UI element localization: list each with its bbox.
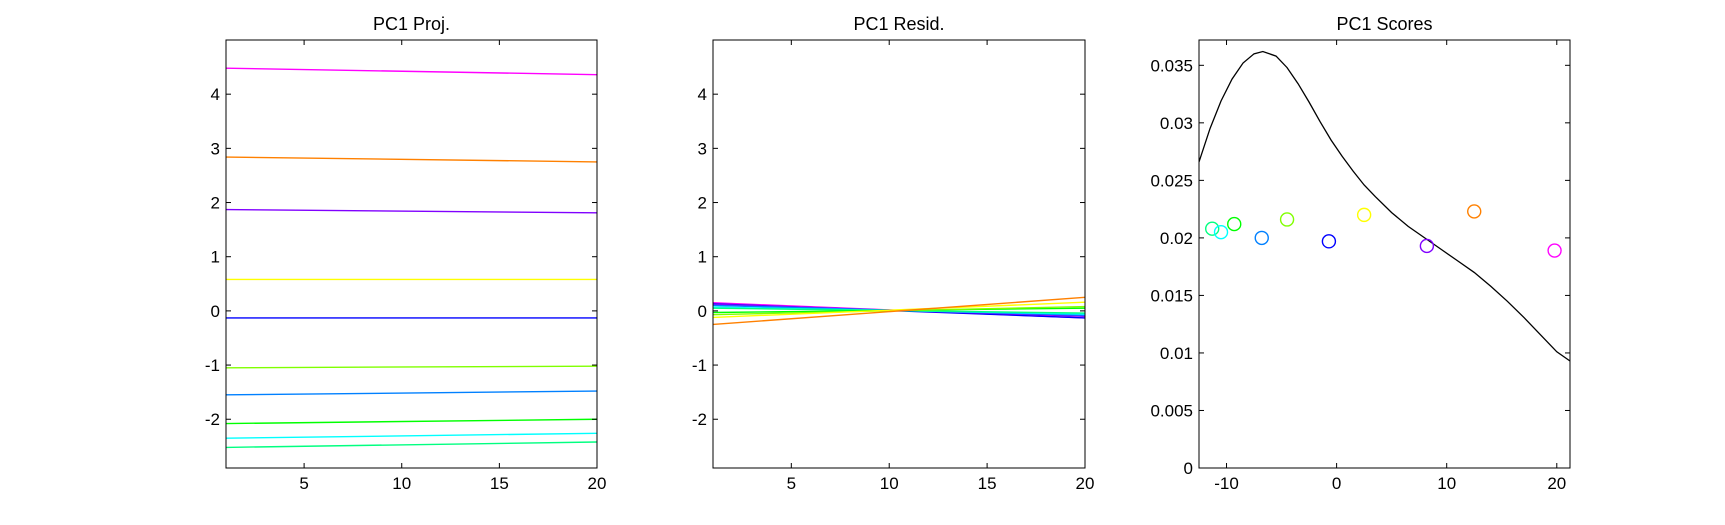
x-tick-label: 20	[1547, 474, 1566, 493]
score-point-7	[1356, 207, 1372, 223]
x-tick-label: 0	[1332, 474, 1341, 493]
axes-box	[1198, 39, 1571, 469]
score-point-6	[1321, 234, 1337, 249]
score-point-10	[1547, 243, 1562, 258]
x-tick-label: 20	[588, 474, 607, 493]
plot-area	[226, 67, 597, 449]
y-tick-label: 0.02	[1160, 229, 1193, 248]
y-tick-label: 1	[698, 248, 707, 267]
y-tick-label: 0	[1184, 459, 1193, 478]
x-tick-label: 15	[490, 474, 509, 493]
chart-panel-1: PC1 Proj. 5 10 15 20 -2 -1 0 1 2 3 4	[205, 14, 607, 493]
series-line-9	[713, 301, 1085, 319]
y-tick-label: 2	[698, 194, 707, 213]
y-tick-label: 0.025	[1150, 171, 1193, 190]
axes-box	[712, 39, 1086, 469]
score-point-5	[1279, 212, 1295, 227]
y-tick-label: 0.005	[1150, 401, 1193, 420]
x-tick-label: 10	[880, 474, 899, 493]
plot-area	[1199, 50, 1570, 362]
chart-title: PC1 Resid.	[853, 14, 944, 34]
series-line-1	[226, 67, 597, 76]
series-line-8	[226, 418, 597, 425]
x-tick-label: 5	[787, 474, 796, 493]
series-line-9	[226, 432, 597, 439]
score-point-1	[1205, 221, 1220, 236]
series-line-6	[226, 365, 597, 369]
score-point-3	[1227, 216, 1242, 232]
y-tick-label: 0.035	[1150, 56, 1193, 75]
chart-title: PC1 Scores	[1336, 14, 1432, 34]
y-tick-label: 0	[698, 302, 707, 321]
y-tick-label: -2	[692, 410, 707, 429]
y-tick-label: 3	[698, 139, 707, 158]
score-point-8	[1419, 238, 1435, 254]
x-tick-label: 10	[1437, 474, 1456, 493]
x-tick-label: 10	[392, 474, 411, 493]
y-tick-label: -1	[205, 356, 220, 375]
series-line-10	[226, 441, 597, 449]
series-line-7	[226, 390, 597, 396]
axes-box	[225, 39, 598, 469]
x-tick-label: 5	[299, 474, 308, 493]
x-tick-label: -10	[1214, 474, 1239, 493]
score-point-4	[1254, 230, 1269, 246]
y-tick-label: 4	[211, 85, 220, 104]
y-tick-label: 1	[211, 248, 220, 267]
series-line-3	[226, 208, 597, 214]
y-tick-label: 2	[211, 194, 220, 213]
y-tick-label: 0.015	[1150, 286, 1193, 305]
x-tick-label: 20	[1076, 474, 1095, 493]
y-tick-label: 0	[211, 302, 220, 321]
y-tick-label: -1	[692, 356, 707, 375]
y-tick-label: -2	[205, 410, 220, 429]
chart-panel-3: PC1 Scores -10 0 10 20 0 0.005 0.01 0.015 0.02 0.0…	[1150, 14, 1571, 493]
y-tick-label: 0.03	[1160, 114, 1193, 133]
chart-title: PC1 Proj.	[373, 14, 450, 34]
series-line-10	[713, 296, 1085, 326]
chart-panel-2: PC1 Resid. 5 10 15 20 -2 -1 0 1 2 3 4	[692, 14, 1095, 493]
y-tick-label: 4	[698, 85, 707, 104]
score-point-2	[1213, 224, 1229, 240]
y-tick-label: 0.01	[1160, 344, 1193, 363]
density-curve	[1199, 50, 1570, 362]
plot-area	[713, 296, 1085, 326]
y-tick-label: 3	[211, 139, 220, 158]
x-tick-label: 15	[978, 474, 997, 493]
series-line-2	[226, 156, 597, 163]
score-point-9	[1467, 204, 1482, 219]
